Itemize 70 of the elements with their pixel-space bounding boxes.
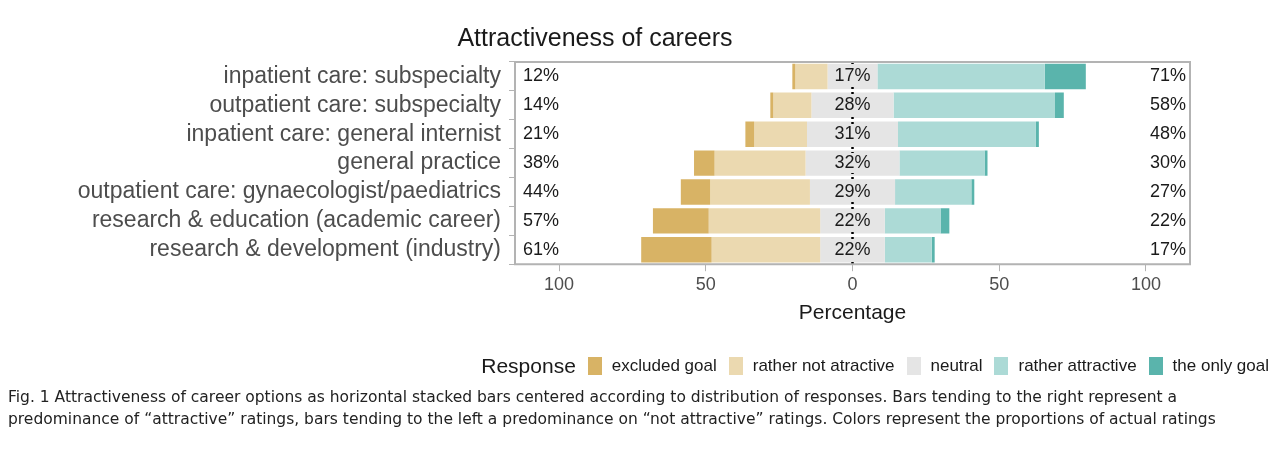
- annotation: 29%: [834, 180, 871, 201]
- bar: [984, 150, 988, 176]
- annotation: 57%: [523, 209, 560, 230]
- bar: [895, 179, 972, 205]
- bar: [884, 237, 932, 263]
- bar: [745, 121, 755, 147]
- annotation: 44%: [523, 180, 560, 201]
- annotation: 30%: [1149, 152, 1186, 173]
- bar: [884, 208, 941, 234]
- y-tick-label: general practice: [337, 148, 501, 175]
- annotation: 61%: [523, 238, 560, 259]
- annotation: 21%: [523, 123, 560, 144]
- bar: [877, 63, 1045, 90]
- bar: [680, 179, 711, 205]
- legend-label: rather attractive: [1018, 356, 1137, 376]
- bar: [770, 92, 774, 119]
- bar: [714, 150, 806, 176]
- bar: [694, 150, 715, 176]
- bar: [893, 92, 1055, 119]
- annotation: 71%: [1149, 65, 1186, 86]
- x-tick-label: 50: [695, 273, 716, 294]
- annotation: 27%: [1149, 180, 1186, 201]
- bar: [897, 121, 1036, 147]
- caption: Fig. 1 Attractiveness of career options as horizontal stacked bars centered according to distribution of responses. Bars tending to the right represent a predominance of “attractive” ratings, bars tending to the left a predominance on “not attractive” ratings. Colors represent the proportions of actual ratings: [8, 387, 1217, 430]
- annotation: 28%: [834, 94, 871, 115]
- x-axis-title: Percentage: [798, 300, 907, 324]
- bar: [1044, 63, 1086, 90]
- legend-label: the only goal: [1172, 356, 1269, 376]
- y-tick-label: inpatient care: general internist: [186, 119, 502, 146]
- bar: [931, 237, 935, 263]
- bar: [773, 92, 812, 119]
- legend-label: excluded goal: [611, 356, 717, 376]
- bar: [795, 63, 828, 90]
- annotation: 17%: [1149, 238, 1186, 259]
- bar: [652, 208, 709, 234]
- bar: [710, 179, 810, 205]
- annotation: 14%: [523, 94, 560, 115]
- annotation: 12%: [523, 65, 560, 86]
- y-tick-label: research & development (industry): [149, 235, 501, 262]
- x-tick-label: 0: [847, 273, 858, 294]
- x-tick-label: 50: [989, 273, 1010, 294]
- annotation: 32%: [834, 152, 871, 173]
- y-tick-label: inpatient care: subspecialty: [223, 61, 502, 88]
- annotation: 17%: [834, 65, 871, 86]
- legend-label: rather not atractive: [752, 356, 895, 376]
- annotation: 22%: [834, 209, 871, 230]
- bar: [1055, 92, 1064, 119]
- y-tick-label: outpatient care: gynaecologist/paediatrics: [77, 177, 501, 204]
- bar: [940, 208, 950, 234]
- bar: [708, 208, 821, 234]
- bar: [711, 237, 821, 263]
- chart-title: Attractiveness of careers: [457, 22, 733, 51]
- legend-title: Response: [481, 354, 576, 378]
- x-tick-label: 100: [1130, 273, 1161, 294]
- annotation: 58%: [1149, 94, 1186, 115]
- bar: [754, 121, 808, 147]
- bar: [792, 63, 796, 90]
- legend-label: neutral: [930, 356, 983, 376]
- annotation: 31%: [834, 123, 871, 144]
- y-tick-label: research & education (academic career): [91, 206, 501, 233]
- bar: [1035, 121, 1039, 147]
- annotation: 48%: [1149, 123, 1186, 144]
- x-tick-label: 100: [544, 273, 575, 294]
- bar: [971, 179, 975, 205]
- bar: [641, 237, 712, 263]
- annotation: 38%: [523, 152, 560, 173]
- y-tick-label: outpatient care: subspecialty: [209, 90, 502, 117]
- bar: [899, 150, 985, 176]
- annotation: 22%: [1149, 209, 1186, 230]
- annotation: 22%: [834, 238, 871, 259]
